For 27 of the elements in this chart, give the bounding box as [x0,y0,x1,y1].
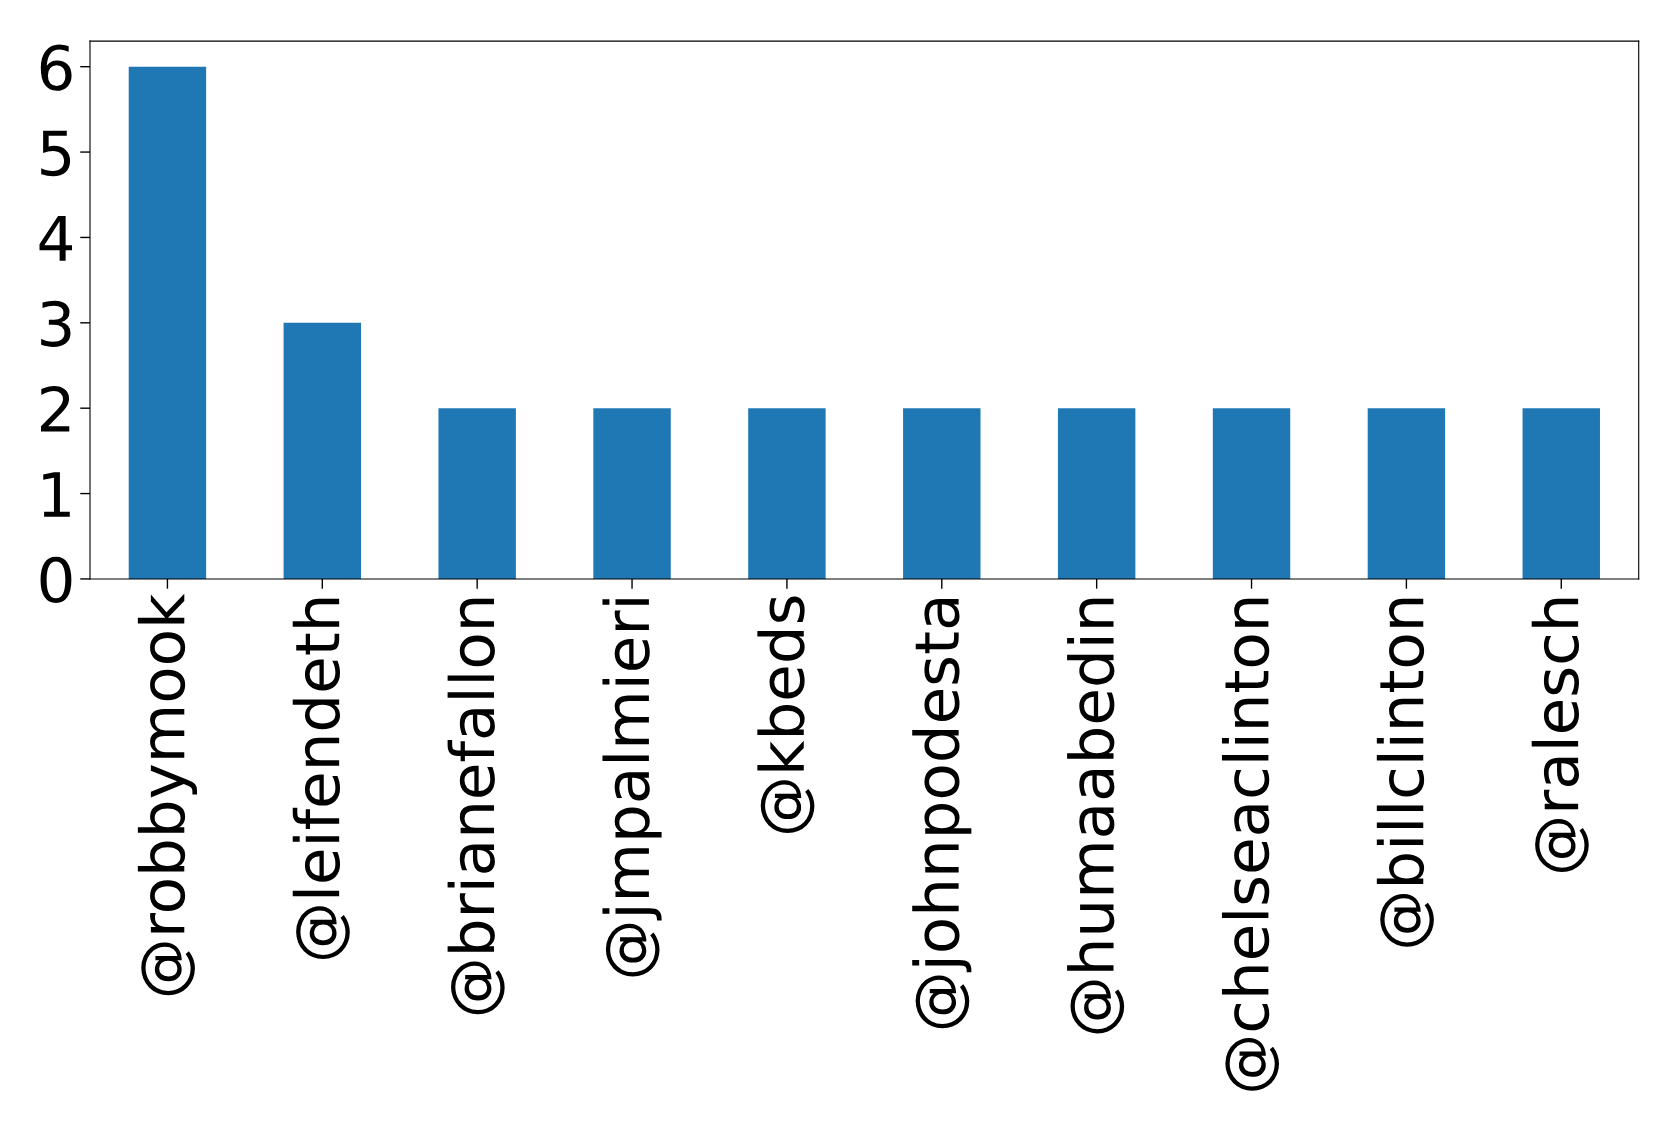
bar [748,408,826,579]
x-tick-label: @brianefallon [447,598,505,1015]
x-tick-label: @leifendeth [292,598,350,960]
x-tick-label: @johnpodesta [912,599,972,1029]
bar [1522,408,1600,579]
y-tick-label: 0 [40,556,72,604]
bar [593,408,671,579]
bar [128,66,207,579]
x-tick-label: @jmpalmieri [602,599,662,977]
x-tick-label: @humaabedin [1067,598,1125,1034]
y-tick-label: 5 [41,130,71,177]
y-tick-label: 2 [41,386,70,432]
x-tick-label: @robbymook [137,593,197,996]
x-tick-label: @chelseaclinton [1221,598,1280,1091]
bar [1367,408,1446,579]
bar [903,408,981,579]
bar [1057,408,1136,579]
bar [438,408,516,579]
x-tick-label: @ralesch [1531,598,1589,872]
y-tick-label: 3 [41,300,71,347]
y-tick-label: 6 [40,44,72,91]
y-tick-label: 1 [43,472,70,517]
x-tick-label: @billclinton [1376,598,1434,947]
bar [1212,408,1291,579]
x-tick-label: @kbeds [757,596,815,834]
y-tick-label: 4 [39,216,72,261]
bar [283,322,362,579]
